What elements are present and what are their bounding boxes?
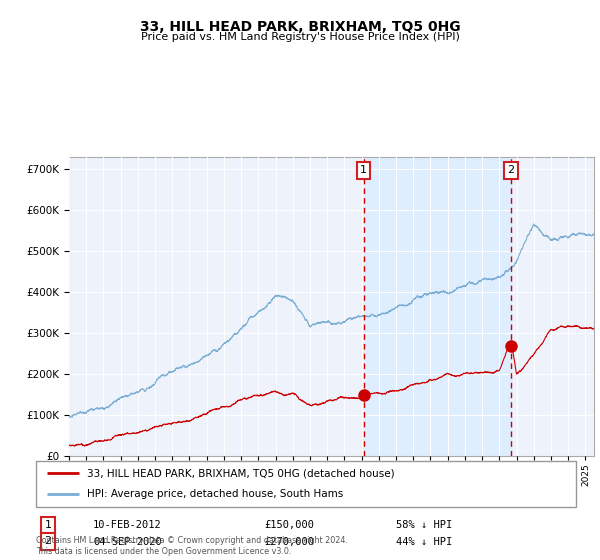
Text: 10-FEB-2012: 10-FEB-2012	[93, 520, 162, 530]
Text: Price paid vs. HM Land Registry's House Price Index (HPI): Price paid vs. HM Land Registry's House …	[140, 32, 460, 43]
FancyBboxPatch shape	[36, 461, 576, 507]
Text: 44% ↓ HPI: 44% ↓ HPI	[396, 536, 452, 547]
Bar	[364, 157, 511, 456]
Text: £270,000: £270,000	[264, 536, 314, 547]
Text: 04-SEP-2020: 04-SEP-2020	[93, 536, 162, 547]
Text: 1: 1	[360, 165, 367, 175]
Text: Contains HM Land Registry data © Crown copyright and database right 2024.
This d: Contains HM Land Registry data © Crown c…	[36, 536, 348, 556]
Text: 58% ↓ HPI: 58% ↓ HPI	[396, 520, 452, 530]
Text: 2: 2	[44, 536, 52, 546]
Text: HPI: Average price, detached house, South Hams: HPI: Average price, detached house, Sout…	[88, 489, 344, 500]
Text: 33, HILL HEAD PARK, BRIXHAM, TQ5 0HG (detached house): 33, HILL HEAD PARK, BRIXHAM, TQ5 0HG (de…	[88, 468, 395, 478]
Text: 1: 1	[44, 520, 52, 530]
Text: 2: 2	[508, 165, 515, 175]
Text: £150,000: £150,000	[264, 520, 314, 530]
Text: 33, HILL HEAD PARK, BRIXHAM, TQ5 0HG: 33, HILL HEAD PARK, BRIXHAM, TQ5 0HG	[140, 20, 460, 34]
